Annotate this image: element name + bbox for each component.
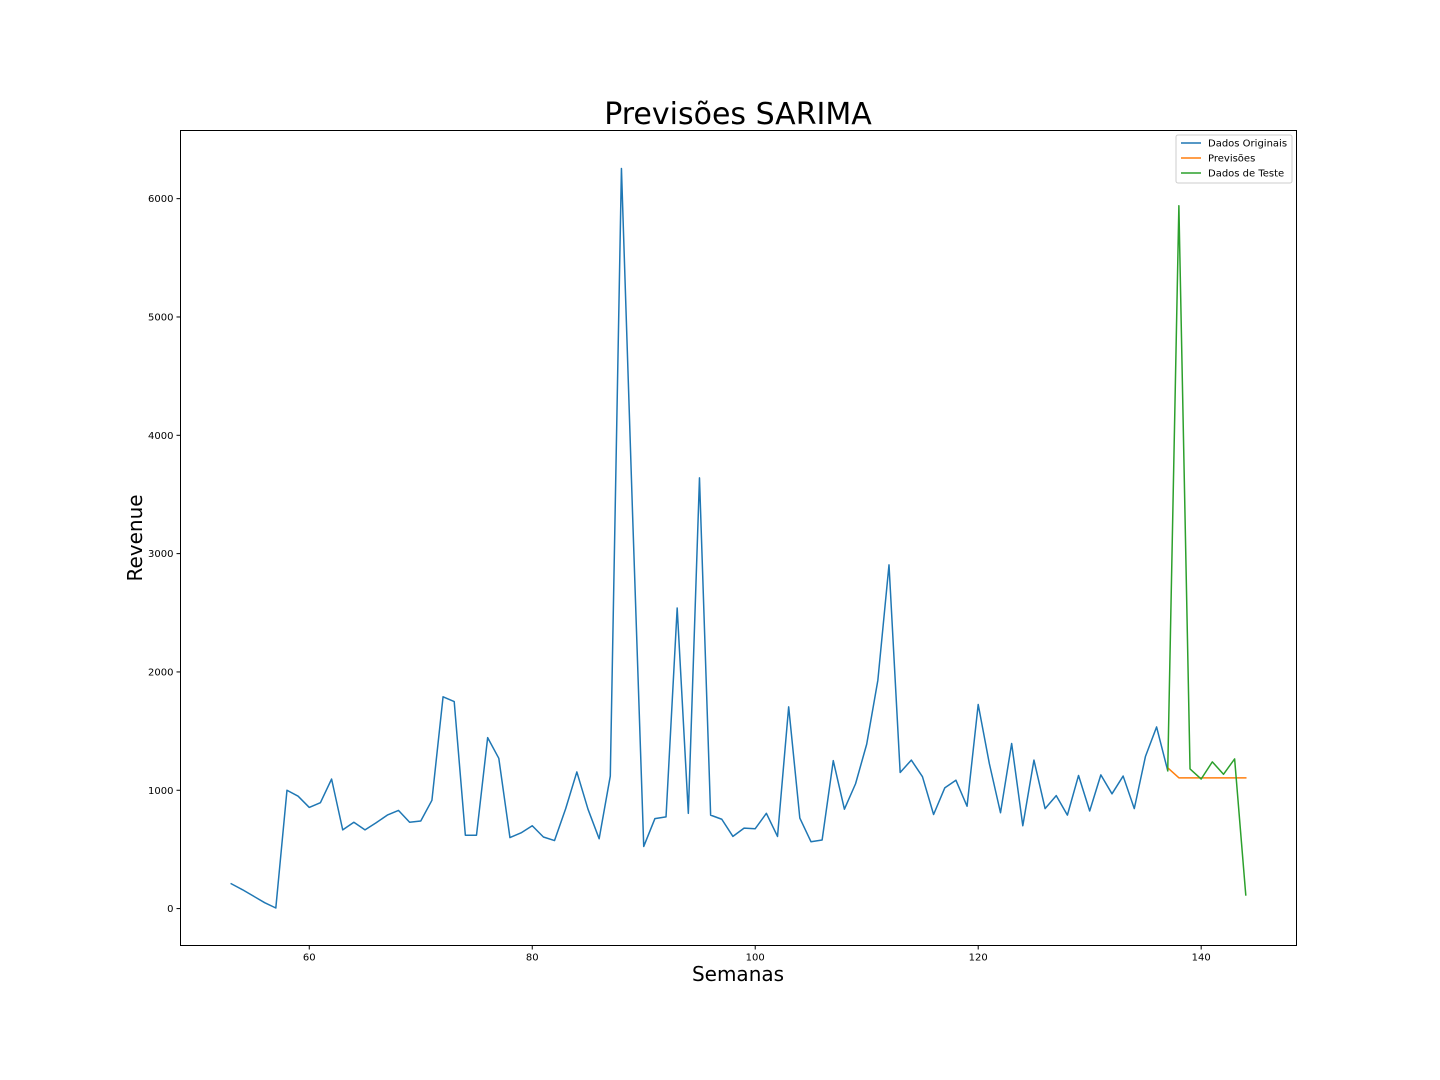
y-tick-label: 4000 — [148, 431, 173, 442]
y-tick-label: 1000 — [148, 786, 173, 797]
series-line-1 — [1166, 766, 1247, 779]
y-tick-label: 5000 — [148, 312, 173, 323]
x-tick-label: 60 — [303, 953, 316, 964]
x-axis-title: Semanas — [692, 962, 784, 986]
series-line-2 — [1166, 205, 1247, 896]
legend-label: Previsões — [1208, 154, 1255, 165]
y-tick-label: 0 — [167, 904, 173, 915]
legend-label: Dados Originais — [1208, 139, 1287, 150]
x-axis-ticks: 60 80 100 120 140 — [303, 945, 1211, 964]
y-tick-label: 6000 — [148, 194, 173, 205]
series-line-0 — [230, 167, 1169, 909]
x-tick-label: 140 — [1192, 953, 1211, 964]
plot-area-frame — [180, 130, 1297, 946]
y-tick-label: 2000 — [148, 667, 173, 678]
x-tick-label: 80 — [526, 953, 539, 964]
legend-label: Dados de Teste — [1208, 169, 1284, 180]
y-axis-ticks: 0 1000 2000 3000 4000 5000 6000 — [148, 194, 181, 915]
legend-frame — [1175, 134, 1293, 184]
chart-title: Previsões SARIMA — [604, 97, 872, 132]
y-axis-title: Revenue — [123, 494, 147, 581]
x-tick-label: 100 — [746, 953, 765, 964]
legend: Dados Originais Previsões Dados de Teste — [1175, 134, 1293, 184]
y-tick-label: 3000 — [148, 549, 173, 560]
x-tick-label: 120 — [969, 953, 988, 964]
series-lines — [230, 167, 1247, 909]
legend-items: Dados Originais Previsões Dados de Teste — [1181, 139, 1287, 180]
